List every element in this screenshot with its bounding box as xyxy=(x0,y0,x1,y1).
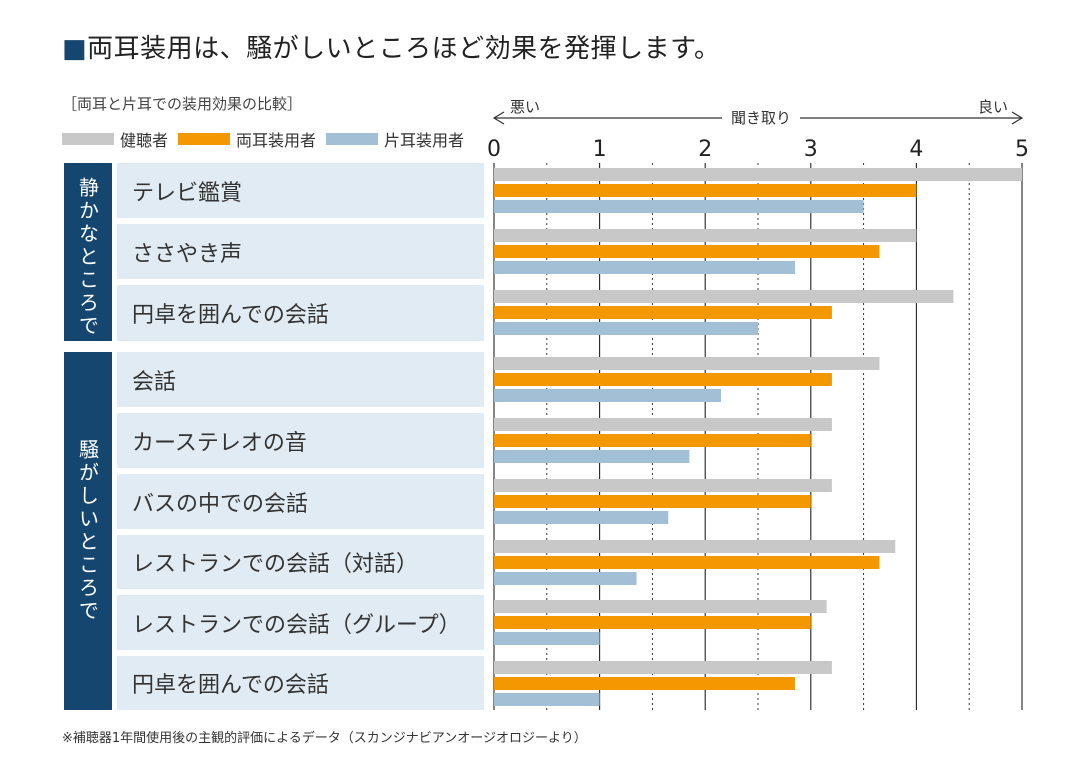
row-label-restaurant-dialog: レストランでの会話（対話） xyxy=(117,535,484,589)
x-tick-label-4: 4 xyxy=(909,137,923,162)
bar-monaural-row-5 xyxy=(494,511,669,524)
bar-binaural-row-1 xyxy=(494,245,880,258)
bar-normal-hearing-row-3 xyxy=(494,357,880,370)
footnote: ※補聴器1年間使用後の主観的評価によるデータ（スカンジナビアンオージオロジーより… xyxy=(62,731,587,746)
bar-monaural-row-7 xyxy=(494,632,600,645)
bar-binaural-row-0 xyxy=(494,184,917,197)
bar-monaural-row-1 xyxy=(494,261,795,274)
bar-binaural-row-4 xyxy=(494,434,811,447)
row-label-bus: バスの中での会話 xyxy=(117,474,484,529)
bar-normal-hearing-row-2 xyxy=(494,290,954,303)
row-label-whisper: ささやき声 xyxy=(117,224,484,279)
row-label-round-table-quiet: 円卓を囲んでの会話 xyxy=(117,285,484,341)
row-label-round-table-noisy: 円卓を囲んでの会話 xyxy=(117,656,484,710)
bar-binaural-row-5 xyxy=(494,495,811,508)
section-quiet-label: 静かなところで xyxy=(75,177,100,338)
row-label-car-stereo: カーステレオの音 xyxy=(117,413,484,468)
bar-normal-hearing-row-4 xyxy=(494,418,832,431)
title-square-icon: ■ xyxy=(62,34,88,64)
bar-normal-hearing-row-5 xyxy=(494,479,832,492)
axis-max-label: 良い xyxy=(978,98,1008,116)
section-quiet: 静かなところで xyxy=(64,163,112,341)
legend-label-monaural: 片耳装用者 xyxy=(384,131,465,150)
bar-monaural-row-2 xyxy=(494,322,758,335)
bar-monaural-row-0 xyxy=(494,200,864,213)
bar-normal-hearing-row-8 xyxy=(494,661,832,674)
legend-label-binaural: 両耳装用者 xyxy=(236,131,317,150)
x-tick-labels: 0 1 2 3 4 5 xyxy=(487,137,1029,162)
legend-label-normal-hearing: 健聴者 xyxy=(120,131,169,150)
x-tick-label-3: 3 xyxy=(804,137,818,162)
bar-binaural-row-3 xyxy=(494,373,832,386)
chart-title: ■両耳装用は、騒がしいところほど効果を発揮します。 xyxy=(62,28,720,65)
legend-swatch-binaural xyxy=(178,133,231,145)
axis-arrow-left-icon xyxy=(492,111,505,125)
bar-normal-hearing-row-0 xyxy=(494,168,1022,181)
chart-subtitle: ［両耳と片耳での装用効果の比較］ xyxy=(62,95,303,113)
legend-swatch-normal-hearing xyxy=(62,133,114,145)
row-label-conversation: 会話 xyxy=(117,352,484,407)
bars xyxy=(494,168,1022,706)
section-noisy: 騒がしいところで xyxy=(64,352,112,710)
bar-normal-hearing-row-1 xyxy=(494,229,917,242)
axis-top: 聞き取り 悪い 良い xyxy=(492,98,1024,128)
x-tick-label-0: 0 xyxy=(487,137,501,162)
row-label-tv: テレビ鑑賞 xyxy=(117,163,484,218)
axis-center-label-bg xyxy=(722,106,800,128)
bar-binaural-row-7 xyxy=(494,616,811,629)
bar-binaural-row-2 xyxy=(494,306,832,319)
row-label-restaurant-group: レストランでの会話（グループ） xyxy=(117,595,484,650)
legend: 健聴者 両耳装用者 片耳装用者 xyxy=(62,127,474,151)
axis-arrow-right-icon xyxy=(1011,111,1024,125)
legend-item-monaural: 片耳装用者 xyxy=(326,127,464,151)
x-tick-label-2: 2 xyxy=(698,137,712,162)
bar-binaural-row-6 xyxy=(494,556,880,569)
bar-monaural-row-4 xyxy=(494,450,690,463)
x-tick-label-1: 1 xyxy=(593,137,607,162)
chart-title-text: 両耳装用は、騒がしいところほど効果を発揮します。 xyxy=(87,34,721,64)
bar-monaural-row-6 xyxy=(494,572,637,585)
section-noisy-label: 騒がしいところで xyxy=(75,439,100,623)
bar-monaural-row-8 xyxy=(494,693,600,706)
bar-normal-hearing-row-7 xyxy=(494,600,827,613)
bar-normal-hearing-row-6 xyxy=(494,540,896,553)
legend-item-normal-hearing: 健聴者 xyxy=(62,127,168,151)
x-tick-label-5: 5 xyxy=(1015,137,1029,162)
axis-min-label: 悪い xyxy=(510,98,540,116)
bar-monaural-row-3 xyxy=(494,389,722,402)
legend-swatch-monaural xyxy=(326,133,379,145)
axis-center-label: 聞き取り xyxy=(731,109,791,127)
bar-binaural-row-8 xyxy=(494,677,795,690)
legend-item-binaural: 両耳装用者 xyxy=(178,127,316,151)
